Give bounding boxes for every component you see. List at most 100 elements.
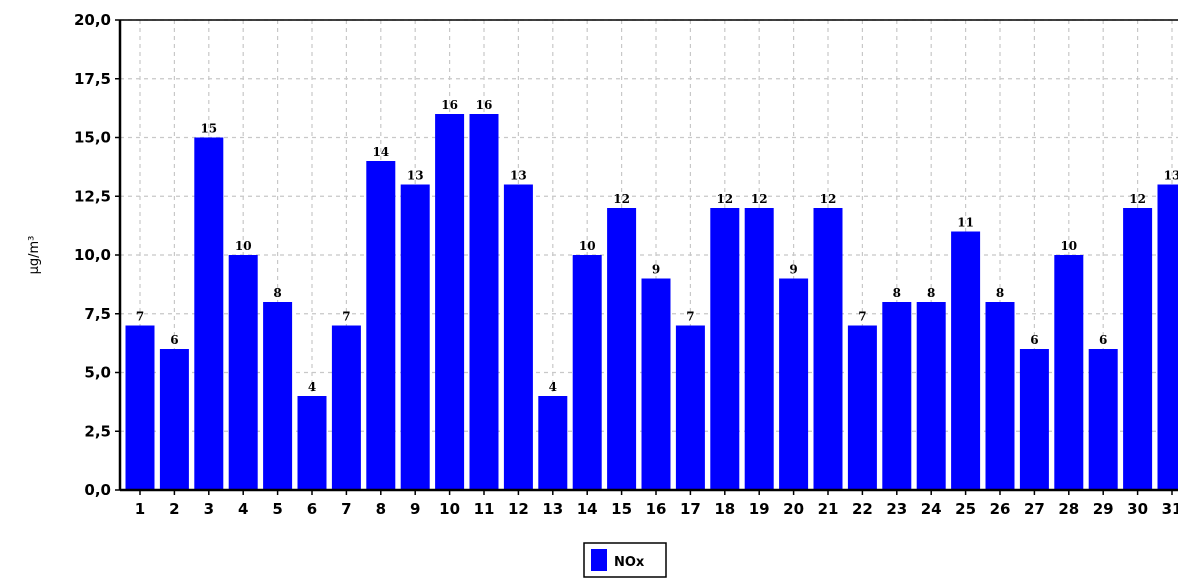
legend: NOx (583, 542, 667, 578)
x-tick-label: 20 (783, 500, 804, 518)
y-tick-label: 10,0 (74, 246, 111, 264)
x-tick-label: 2 (169, 500, 179, 518)
data-label-25: 11 (957, 216, 974, 230)
data-label-30: 12 (1129, 192, 1146, 206)
x-tick-label: 23 (886, 500, 907, 518)
bar-27 (1019, 349, 1049, 490)
data-label-29: 6 (1099, 333, 1107, 347)
bars (125, 114, 1178, 490)
data-label-14: 10 (579, 239, 596, 253)
legend-label-nox: NOx (614, 555, 645, 570)
y-tick-labels: 0,0 2,5 5,0 7,5 10,0 12,5 15,0 17,5 20,0 (74, 11, 111, 499)
data-label-20: 9 (789, 263, 797, 277)
data-label-23: 8 (893, 286, 901, 300)
data-label-9: 13 (407, 169, 424, 183)
data-label-10: 16 (441, 98, 458, 112)
x-tick-labels: 1 2 3 4 5 6 7 8 9 10 11 12 13 14 15 16 17 18 19 20 21 22 23 24 2… (135, 500, 1178, 518)
data-label-16: 9 (652, 263, 660, 277)
x-tick-label: 28 (1058, 500, 1079, 518)
data-label-5: 8 (273, 286, 281, 300)
legend-swatch-nox (591, 549, 607, 571)
x-tick-label: 19 (749, 500, 770, 518)
y-tick-label: 0,0 (84, 481, 111, 499)
data-label-4: 10 (235, 239, 252, 253)
bar-24 (916, 302, 946, 490)
bar-22 (847, 325, 877, 490)
data-label-12: 13 (510, 169, 527, 183)
axes (115, 19, 1178, 495)
bar-10 (435, 114, 465, 490)
x-tick-label: 15 (611, 500, 632, 518)
bar-12 (503, 184, 533, 490)
bar-3 (194, 137, 224, 490)
y-tick-label: 17,5 (74, 70, 111, 88)
y-tick-label: 20,0 (74, 11, 111, 29)
bar-15 (607, 208, 637, 490)
data-label-19: 12 (751, 192, 768, 206)
data-label-27: 6 (1030, 333, 1038, 347)
x-tick-label: 6 (307, 500, 317, 518)
x-tick-label: 27 (1024, 500, 1045, 518)
bar-11 (469, 114, 499, 490)
data-label-2: 6 (170, 333, 178, 347)
bar-21 (813, 208, 843, 490)
x-tick-label: 14 (577, 500, 598, 518)
x-tick-label: 11 (474, 500, 495, 518)
data-label-13: 4 (549, 380, 557, 394)
data-label-31: 13 (1164, 169, 1178, 183)
x-tick-label: 13 (542, 500, 563, 518)
x-tick-label: 31 (1162, 500, 1178, 518)
x-tick-label: 8 (376, 500, 386, 518)
x-tick-label: 1 (135, 500, 145, 518)
x-tick-label: 3 (204, 500, 214, 518)
x-tick-label: 22 (852, 500, 873, 518)
bar-18 (710, 208, 740, 490)
bar-19 (744, 208, 774, 490)
x-tick-label: 26 (990, 500, 1011, 518)
bar-14 (572, 255, 602, 490)
bar-4 (228, 255, 258, 490)
x-tick-label: 25 (955, 500, 976, 518)
bar-2 (159, 349, 189, 490)
bar-13 (538, 396, 568, 490)
data-label-15: 12 (613, 192, 630, 206)
y-tick-label: 5,0 (84, 364, 111, 382)
x-tick-label: 5 (272, 500, 282, 518)
data-labels: 7 6 15 10 8 4 7 14 13 16 16 13 4 10 12 9 7 12 12 9 12 7 8 8 11 8 6… (136, 98, 1178, 394)
bar-20 (779, 278, 809, 490)
data-label-22: 7 (858, 310, 866, 324)
data-label-11: 16 (476, 98, 493, 112)
data-label-7: 7 (342, 310, 350, 324)
bar-8 (366, 161, 396, 490)
y-axis-label: µg/m³ (27, 236, 42, 275)
x-tick-label: 7 (341, 500, 351, 518)
bar-16 (641, 278, 671, 490)
bar-31 (1157, 184, 1178, 490)
data-label-8: 14 (372, 145, 389, 159)
x-tick-label: 18 (714, 500, 735, 518)
bar-23 (882, 302, 912, 490)
data-label-28: 10 (1060, 239, 1077, 253)
data-label-26: 8 (996, 286, 1004, 300)
x-tick-label: 29 (1093, 500, 1114, 518)
data-label-1: 7 (136, 310, 144, 324)
data-label-18: 12 (716, 192, 733, 206)
data-label-21: 12 (820, 192, 837, 206)
bar-30 (1123, 208, 1153, 490)
x-tick-label: 21 (818, 500, 839, 518)
y-tick-label: 12,5 (74, 187, 111, 205)
bar-26 (985, 302, 1015, 490)
bar-25 (951, 231, 981, 490)
bar-9 (400, 184, 430, 490)
x-tick-label: 9 (410, 500, 420, 518)
bar-28 (1054, 255, 1084, 490)
x-tick-label: 4 (238, 500, 248, 518)
x-tick-label: 12 (508, 500, 529, 518)
data-label-6: 4 (308, 380, 316, 394)
bar-1 (125, 325, 155, 490)
data-label-17: 7 (686, 310, 694, 324)
data-label-24: 8 (927, 286, 935, 300)
y-tick-label: 15,0 (74, 129, 111, 147)
x-tick-label: 16 (646, 500, 667, 518)
